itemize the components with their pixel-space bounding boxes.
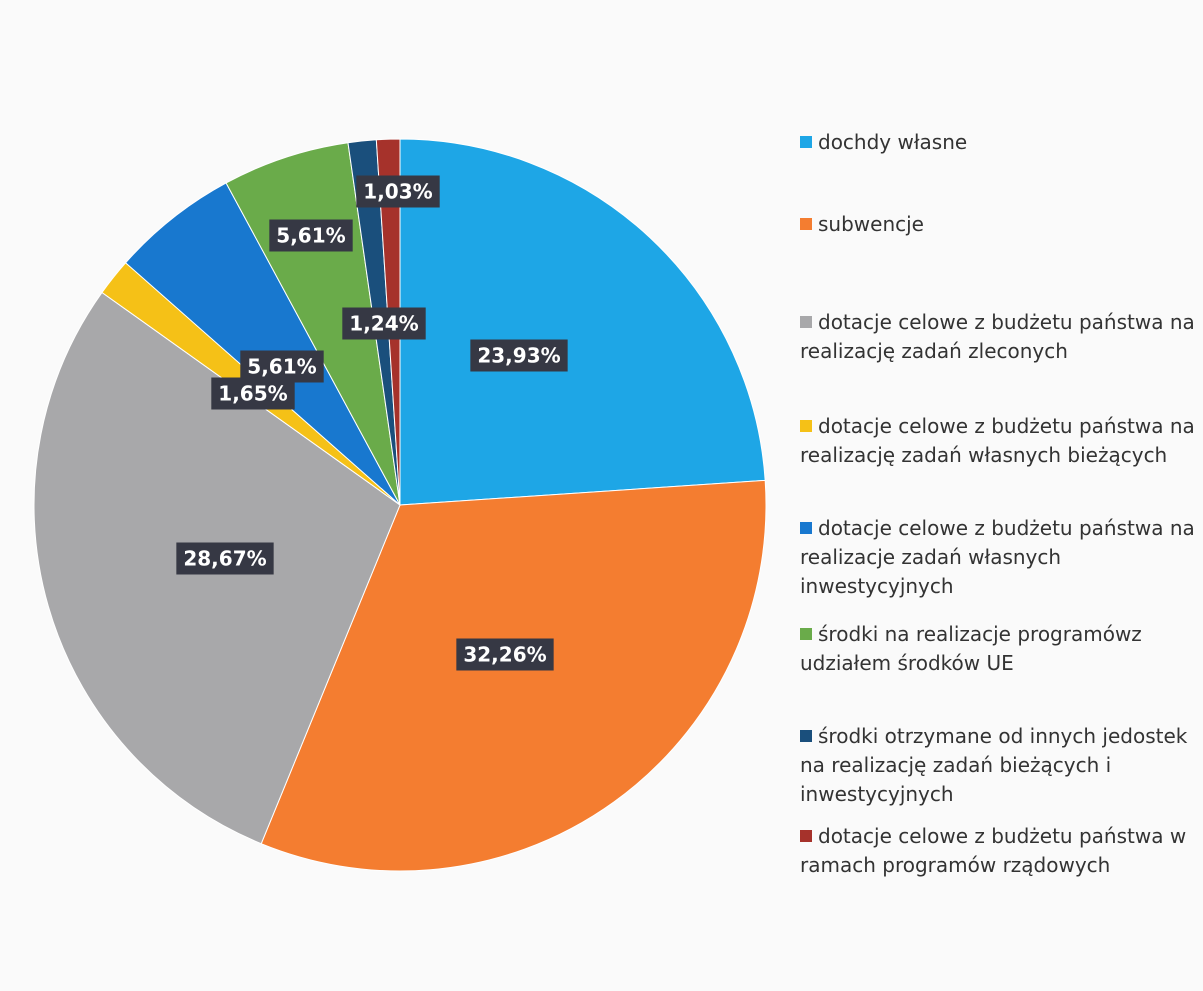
legend-item: subwencje: [800, 210, 1195, 239]
data-label-box: [176, 542, 274, 575]
data-label-box: [470, 339, 568, 372]
legend-label: środki otrzymane od innych jedostek na r…: [800, 724, 1188, 806]
legend-label: dotacje celowe z budżetu państwa na real…: [800, 516, 1195, 598]
data-label-box: [240, 350, 324, 383]
data-label-box: [211, 377, 295, 410]
data-label: 5,61%: [276, 224, 345, 248]
legend-label: dotacje celowe z budżetu państwa na real…: [800, 310, 1195, 363]
data-label-box: [269, 219, 353, 252]
pie-slice: [399, 138, 766, 506]
legend-item: środki na realizacje programówz udziałem…: [800, 620, 1195, 678]
data-label: 1,24%: [349, 312, 418, 336]
legend-item: dotacje celowe z budżetu państwa na real…: [800, 412, 1195, 470]
legend-item: dotacje celowe z budżetu państwa w ramac…: [800, 822, 1195, 880]
data-label: 23,93%: [477, 344, 560, 368]
legend-swatch: [800, 522, 812, 534]
data-label: 5,61%: [247, 355, 316, 379]
legend-swatch: [800, 628, 812, 640]
legend-item: dochdy własne: [800, 128, 1195, 157]
pie-slice: [260, 479, 767, 872]
data-label: 32,26%: [463, 643, 546, 667]
data-label-box: [456, 638, 554, 671]
legend-label: subwencje: [818, 212, 924, 236]
pie-slice: [124, 182, 401, 506]
legend-label: dotacje celowe z budżetu państwa na real…: [800, 414, 1195, 467]
pie-area: 23,93% 32,26% 28,67% 1,65% 5,61% 5,61% 1,24% 1,…: [33, 138, 767, 872]
legend-item: dotacje celowe z budżetu państwa na real…: [800, 308, 1195, 366]
data-label: 1,65%: [218, 382, 287, 406]
legend-swatch: [800, 218, 812, 230]
legend-swatch: [800, 420, 812, 432]
data-label-box: [356, 175, 440, 208]
data-label: 28,67%: [183, 547, 266, 571]
data-label: 1,03%: [363, 180, 432, 204]
legend-label: środki na realizacje programówz udziałem…: [800, 622, 1142, 675]
data-label-box: [342, 307, 426, 340]
legend-item: środki otrzymane od innych jedostek na r…: [800, 722, 1195, 809]
legend-label: dochdy własne: [818, 130, 968, 154]
legend-swatch: [800, 136, 812, 148]
legend-swatch: [800, 316, 812, 328]
legend-item: dotacje celowe z budżetu państwa na real…: [800, 514, 1195, 601]
legend-swatch: [800, 730, 812, 742]
legend-swatch: [800, 830, 812, 842]
legend-label: dotacje celowe z budżetu państwa w ramac…: [800, 824, 1187, 877]
